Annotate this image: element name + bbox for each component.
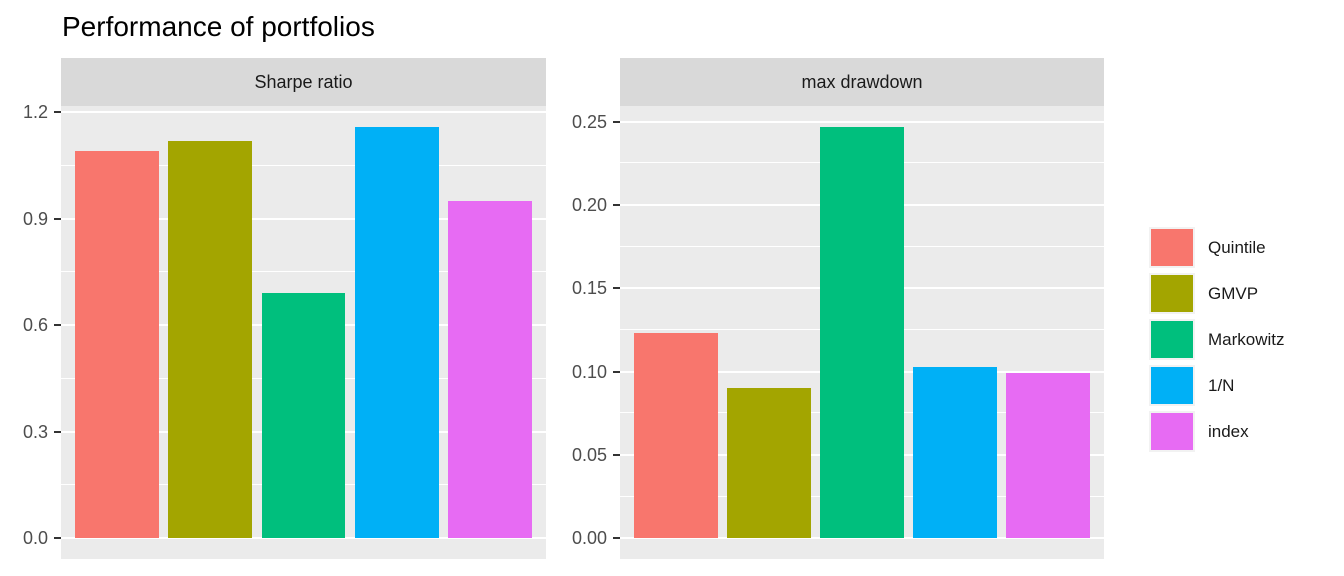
y-tick-mark [613,370,620,373]
bar-markowitz-sharpe-ratio [261,293,346,539]
y-tick-label: 0.0 [22,528,48,549]
y-tick-mark [54,111,61,114]
facet-strip-0: Sharpe ratio [61,58,546,106]
y-tick-label: 0.05 [571,445,607,466]
legend-item-gmvp: GMVP [1149,273,1285,314]
y-tick-mark [613,203,620,206]
gridline-minor [61,271,546,273]
bar-index-sharpe-ratio [448,201,532,539]
legend-label: Quintile [1208,237,1266,257]
legend-label: GMVP [1208,283,1259,303]
plot-area-0 [61,106,546,559]
y-tick-mark [54,217,61,220]
gridline-major [620,537,1104,540]
legend-swatch [1149,411,1195,452]
y-tick-mark [613,537,620,540]
y-tick-mark [613,454,620,457]
legend-item-index: index [1149,411,1285,452]
y-tick-label: 0.6 [22,315,48,336]
legend-label: 1/N [1208,375,1235,395]
y-tick-label: 0.25 [571,111,607,132]
bar-gmvp-sharpe-ratio [168,140,253,539]
bar-quintile-sharpe-ratio [74,151,159,539]
legend-item-quintile: Quintile [1149,227,1285,268]
bar-markowitz-max-drawdown [820,126,904,539]
facet-strip-1: max drawdown [620,58,1104,106]
facet-strip-label-0: Sharpe ratio [254,71,353,92]
y-tick-label: 0.20 [571,194,607,215]
bar-quintile-max-drawdown [633,333,718,539]
legend-label: index [1208,421,1249,441]
legend-swatch [1149,319,1195,360]
legend-item-1-n: 1/N [1149,365,1285,406]
y-tick-label: 0.00 [571,528,607,549]
gridline-minor [61,164,546,166]
y-tick-label: 1.2 [22,102,48,123]
y-tick-mark [54,537,61,540]
legend-swatch [1149,227,1195,268]
bar-gmvp-max-drawdown [727,388,811,539]
gridline-major [620,120,1104,123]
gridline-major [61,217,546,220]
legend: Quintile GMVP Markowitz 1/N index [1149,227,1285,457]
y-tick-mark [54,430,61,433]
chart-title: Performance of portfolios [62,11,375,42]
y-tick-label: 0.10 [571,361,607,382]
legend-swatch [1149,365,1195,406]
bar-1-n-sharpe-ratio [354,126,439,539]
legend-label: Markowitz [1208,329,1285,349]
bar-1-n-max-drawdown [913,366,997,539]
bar-index-max-drawdown [1006,373,1091,539]
legend-swatch [1149,273,1195,314]
y-tick-mark [613,287,620,290]
y-tick-label: 0.3 [22,421,48,442]
y-tick-mark [613,120,620,123]
y-tick-label: 0.9 [22,208,48,229]
y-tick-mark [54,324,61,327]
y-tick-label: 0.15 [571,278,607,299]
gridline-major [61,111,546,114]
gridline-major [61,537,546,540]
legend-item-markowitz: Markowitz [1149,319,1285,360]
plot-area-1 [620,106,1104,559]
facet-strip-label-1: max drawdown [801,71,923,92]
